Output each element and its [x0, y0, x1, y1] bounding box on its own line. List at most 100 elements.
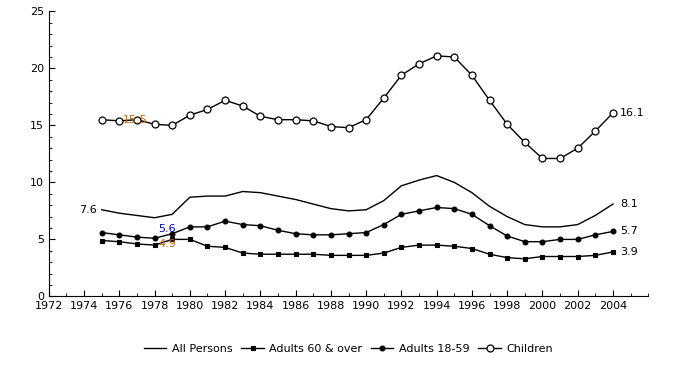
Adults 18-59 — [151, 236, 159, 241]
Children — [521, 140, 529, 145]
Line: Adults 60 & over: Adults 60 & over — [99, 237, 615, 261]
Children — [591, 129, 599, 133]
All Persons — [98, 207, 106, 212]
Adults 60 & over — [591, 253, 599, 258]
Text: 4.9: 4.9 — [158, 239, 176, 249]
Adults 60 & over — [185, 237, 194, 242]
Adults 18-59 — [450, 206, 459, 211]
Adults 60 & over — [468, 246, 476, 251]
Adults 18-59 — [503, 234, 512, 238]
Children — [574, 146, 582, 150]
All Persons — [556, 225, 565, 229]
All Persons — [327, 206, 335, 211]
Adults 60 & over — [238, 251, 247, 255]
All Persons — [204, 194, 212, 198]
Adults 18-59 — [608, 229, 617, 234]
Adults 60 & over — [309, 252, 317, 257]
Text: 16.1: 16.1 — [620, 108, 645, 118]
All Persons — [503, 214, 512, 219]
Children — [468, 73, 476, 78]
Adults 60 & over — [574, 254, 582, 259]
All Persons — [432, 173, 441, 178]
Adults 60 & over — [256, 252, 265, 257]
All Persons — [608, 202, 617, 206]
All Persons — [362, 207, 370, 212]
All Persons — [468, 190, 476, 195]
Adults 18-59 — [274, 228, 282, 233]
Children — [327, 124, 335, 129]
Adults 60 & over — [221, 245, 229, 250]
All Persons — [344, 209, 353, 213]
Adults 18-59 — [468, 212, 476, 217]
Children — [274, 117, 282, 122]
Legend: All Persons, Adults 60 & over, Adults 18-59, Children: All Persons, Adults 60 & over, Adults 18… — [139, 339, 558, 358]
Adults 18-59 — [362, 230, 370, 235]
Adults 60 & over — [608, 250, 617, 254]
Children — [168, 123, 176, 128]
Adults 60 & over — [344, 253, 353, 258]
Children — [291, 117, 300, 122]
Adults 60 & over — [204, 244, 212, 249]
Text: 15.5: 15.5 — [123, 115, 148, 125]
Adults 60 & over — [115, 239, 123, 244]
Adults 18-59 — [115, 233, 123, 237]
Adults 60 & over — [450, 244, 459, 249]
All Persons — [291, 197, 300, 202]
Children — [380, 96, 388, 100]
All Persons — [415, 178, 423, 182]
Line: All Persons: All Persons — [102, 176, 613, 227]
Adults 60 & over — [274, 252, 282, 257]
Adults 18-59 — [556, 237, 565, 242]
Text: 5.6: 5.6 — [158, 224, 176, 234]
Adults 18-59 — [521, 239, 529, 244]
Adults 60 & over — [291, 252, 300, 257]
Children — [503, 122, 512, 127]
All Persons — [185, 195, 194, 200]
Children — [204, 107, 212, 112]
All Persons — [521, 222, 529, 227]
Children — [185, 113, 194, 117]
Children — [309, 119, 317, 123]
Adults 60 & over — [397, 245, 406, 250]
All Persons — [221, 194, 229, 198]
Adults 60 & over — [432, 243, 441, 247]
Text: 3.9: 3.9 — [620, 247, 638, 257]
Children — [98, 117, 106, 122]
Children — [344, 125, 353, 130]
Adults 18-59 — [327, 233, 335, 237]
Adults 60 & over — [98, 238, 106, 243]
All Persons — [238, 189, 247, 194]
Adults 18-59 — [574, 237, 582, 242]
All Persons — [574, 222, 582, 227]
All Persons — [132, 213, 141, 218]
Line: Children: Children — [98, 52, 616, 162]
Adults 60 & over — [521, 256, 529, 261]
Children — [432, 54, 441, 58]
All Persons — [538, 225, 546, 229]
Text: 8.1: 8.1 — [620, 199, 638, 209]
Text: 7.6: 7.6 — [79, 205, 96, 215]
Adults 18-59 — [185, 225, 194, 229]
All Persons — [450, 180, 459, 185]
Children — [238, 104, 247, 108]
Adults 60 & over — [362, 253, 370, 258]
Children — [132, 117, 141, 122]
Children — [556, 156, 565, 161]
All Persons — [591, 213, 599, 218]
Line: Adults 18-59: Adults 18-59 — [99, 205, 615, 244]
Adults 60 & over — [503, 255, 512, 260]
Adults 18-59 — [415, 209, 423, 213]
Children — [485, 98, 493, 103]
Adults 60 & over — [556, 254, 565, 259]
Adults 18-59 — [591, 233, 599, 237]
All Persons — [151, 215, 159, 220]
Children — [415, 62, 423, 66]
Adults 60 & over — [151, 243, 159, 247]
All Persons — [168, 212, 176, 217]
Adults 18-59 — [98, 230, 106, 235]
Children — [221, 98, 229, 103]
Adults 18-59 — [397, 212, 406, 217]
Adults 18-59 — [256, 223, 265, 228]
All Persons — [309, 202, 317, 206]
Adults 18-59 — [432, 205, 441, 210]
